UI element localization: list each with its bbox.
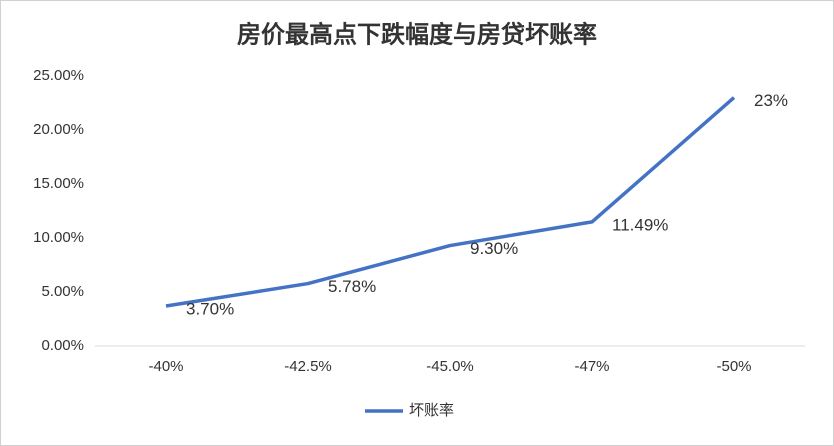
y-tick-label: 5.00% <box>41 283 84 300</box>
y-tick-label: 10.00% <box>33 229 84 246</box>
x-tick-label: -45.0% <box>426 358 474 375</box>
data-label: 3.70% <box>186 300 234 319</box>
x-tick-label: -40% <box>148 358 183 375</box>
x-tick-label: -47% <box>574 358 609 375</box>
data-label: 9.30% <box>470 239 518 258</box>
data-label: 5.78% <box>328 277 376 296</box>
line-series <box>165 96 736 308</box>
y-tick-label: 25.00% <box>33 67 84 84</box>
x-tick-label: -42.5% <box>284 358 332 375</box>
x-tick-label: -50% <box>716 358 751 375</box>
data-label: 11.49% <box>612 215 668 234</box>
y-tick-label: 15.00% <box>33 175 84 192</box>
y-tick-label: 0.00% <box>41 337 84 354</box>
chart-title: 房价最高点下跌幅度与房贷坏账率 <box>237 20 597 48</box>
y-tick-label: 20.00% <box>33 121 84 138</box>
legend-label: 坏账率 <box>409 402 454 419</box>
data-label: 23% <box>754 91 788 110</box>
